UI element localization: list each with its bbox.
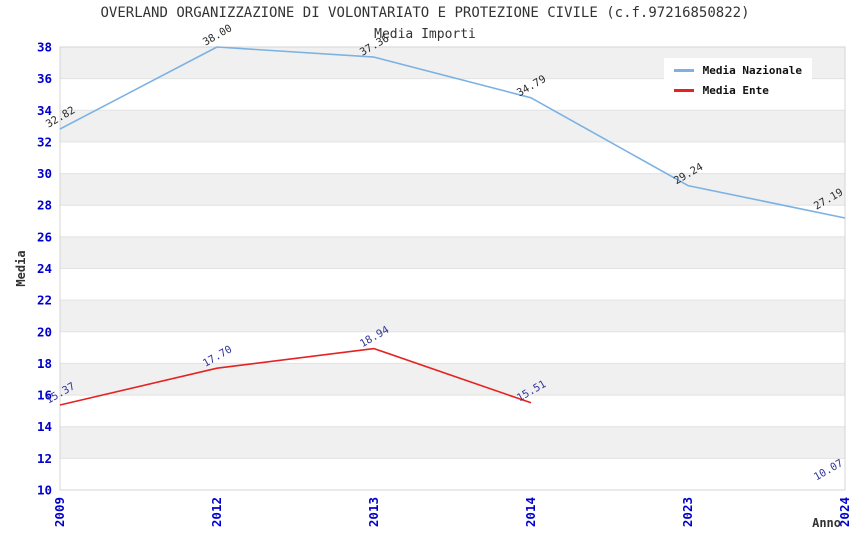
x-tick-label: 2024 <box>837 497 850 527</box>
y-tick-label: 26 <box>37 229 52 244</box>
band <box>60 300 845 332</box>
y-tick-label: 36 <box>37 71 52 86</box>
point-label: 38.00 <box>201 22 234 48</box>
x-tick-label: 2009 <box>52 497 67 527</box>
band <box>60 426 845 459</box>
x-axis-title: Anno <box>812 516 841 530</box>
x-tick-label: 2014 <box>523 497 538 527</box>
band <box>60 363 845 396</box>
y-tick-label: 22 <box>37 293 52 308</box>
y-tick-label: 20 <box>37 324 52 339</box>
y-tick-label: 14 <box>37 419 52 434</box>
y-tick-label: 34 <box>37 103 52 118</box>
series-line-media-nazionale <box>59 46 846 219</box>
legend-label-nazionale: Media Nazionale <box>702 64 802 77</box>
legend-label-ente: Media Ente <box>702 84 769 97</box>
x-tick-label: 2012 <box>209 497 224 527</box>
y-tick-label: 10 <box>37 483 52 498</box>
y-tick-label: 18 <box>37 356 52 371</box>
point-label: 10.07 <box>812 457 845 483</box>
y-tick-label: 38 <box>37 40 52 55</box>
chart-title: OVERLAND ORGANIZZAZIONE DI VOLONTARIATO … <box>100 5 750 21</box>
y-tick-label: 16 <box>37 388 52 403</box>
y-tick-label: 30 <box>37 166 52 181</box>
x-tick-label: 2013 <box>366 497 381 527</box>
band <box>60 173 845 206</box>
y-tick-label: 28 <box>37 198 52 213</box>
plot-border <box>59 46 846 491</box>
band <box>60 110 845 142</box>
y-tick-label: 24 <box>37 261 52 276</box>
x-tick-label: 2023 <box>680 497 695 527</box>
legend-line-nazionale-icon <box>673 69 694 72</box>
legend: Media Nazionale Media Ente <box>663 58 812 103</box>
legend-line-ente-icon <box>673 89 694 92</box>
legend-item-media-ente: Media Ente <box>673 84 802 97</box>
y-tick-label: 32 <box>37 134 52 149</box>
y-axis-title: Media <box>14 250 28 286</box>
chart-subtitle: Media Importi <box>374 27 476 42</box>
y-tick-label: 12 <box>37 451 52 466</box>
series-line-media-ente <box>59 347 532 406</box>
band <box>60 236 845 269</box>
legend-item-media-nazionale: Media Nazionale <box>673 64 802 77</box>
